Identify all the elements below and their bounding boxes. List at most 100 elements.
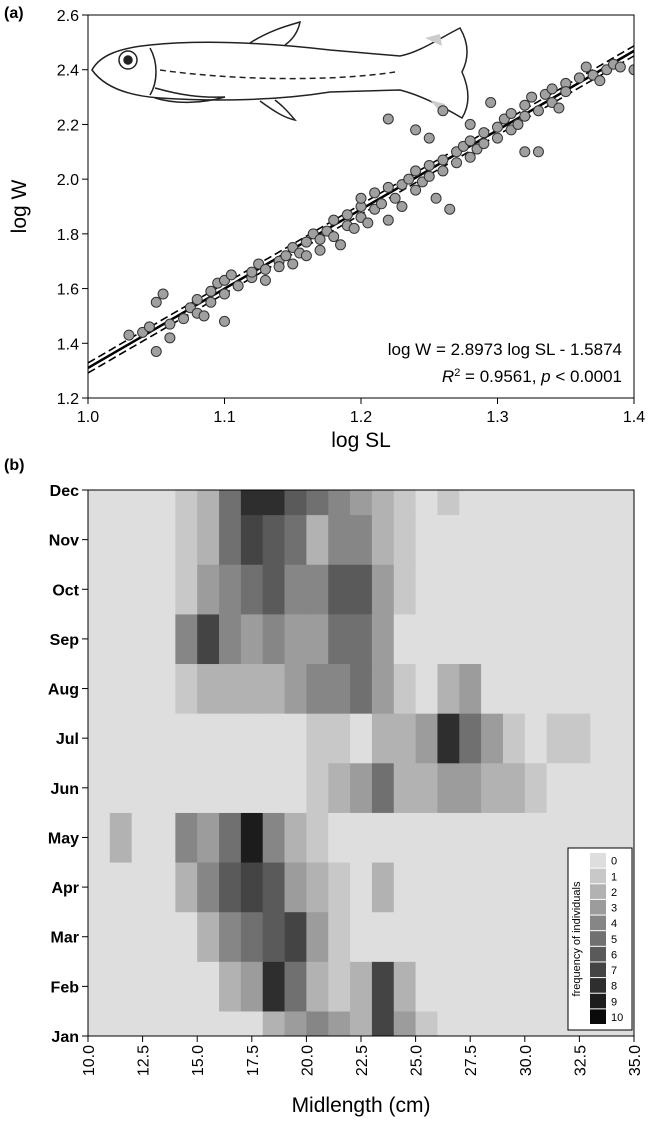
heat-cell — [393, 713, 416, 764]
x-tick-label: 35.0 — [627, 1045, 644, 1076]
heat-cell — [284, 564, 307, 615]
heat-cell — [197, 961, 220, 1012]
x-tick-label: 1.1 — [213, 409, 235, 426]
heat-cell — [262, 614, 285, 665]
heat-cell — [328, 514, 351, 565]
data-point — [287, 258, 299, 270]
heat-cell — [437, 961, 460, 1012]
y-axis-title: log W — [8, 179, 31, 233]
heat-cell — [88, 564, 111, 615]
heat-cell — [350, 961, 373, 1012]
heat-cell — [459, 1011, 482, 1036]
heat-cell — [371, 812, 395, 863]
data-point — [389, 192, 401, 204]
data-point — [157, 288, 169, 300]
heat-cell — [524, 663, 547, 714]
heat-cell — [546, 862, 569, 913]
heat-cell — [481, 862, 504, 913]
heat-cell — [175, 862, 198, 913]
plot-area — [88, 45, 634, 374]
data-point — [246, 266, 258, 278]
heat-cell — [350, 713, 373, 764]
heat-cell — [131, 812, 154, 863]
heat-cell — [109, 763, 132, 813]
heat-cell — [459, 911, 482, 962]
heat-cell — [371, 614, 395, 665]
heat-cell — [524, 514, 547, 565]
legend-swatch — [590, 868, 606, 884]
data-point — [382, 113, 394, 125]
heat-cell — [284, 862, 307, 913]
heat-cell — [612, 614, 634, 665]
heat-cell — [415, 490, 438, 516]
heat-cell — [262, 911, 285, 962]
heat-cell — [524, 911, 547, 962]
heat-cell — [612, 564, 634, 615]
data-point — [492, 132, 503, 144]
data-point — [444, 203, 456, 215]
heat-cell — [328, 490, 351, 516]
heat-cell — [415, 663, 438, 714]
heat-cell — [546, 490, 569, 516]
data-point — [362, 217, 374, 229]
x-tick-label: 1.4 — [623, 409, 645, 426]
heat-cell — [415, 1011, 438, 1036]
heat-cell — [459, 564, 482, 615]
heat-cell — [481, 763, 504, 813]
data-point — [505, 107, 517, 119]
x-tick-label: 22.5 — [354, 1045, 371, 1076]
legend-swatch — [590, 853, 606, 868]
heat-cell — [262, 763, 285, 813]
heat-cell — [306, 1011, 329, 1036]
heat-cell — [546, 1011, 569, 1036]
heat-cell — [459, 614, 482, 665]
heat-cell — [481, 961, 504, 1012]
data-point — [451, 157, 463, 169]
heat-cell — [393, 812, 416, 863]
heat-cell — [197, 564, 220, 615]
heat-cell — [415, 862, 438, 913]
heat-cell — [88, 961, 111, 1012]
data-point — [464, 118, 476, 130]
heat-cell — [109, 862, 132, 913]
heat-cell — [131, 564, 154, 615]
data-point — [573, 72, 585, 84]
legend-swatch — [590, 946, 606, 962]
y-tick-label: Jun — [51, 781, 79, 798]
heat-cell — [612, 514, 634, 565]
data-point — [382, 181, 394, 193]
data-point — [150, 296, 162, 308]
heat-cell — [306, 514, 329, 565]
heat-cell — [284, 812, 307, 863]
data-point — [492, 121, 503, 133]
heat-cell — [546, 763, 569, 813]
heat-cell — [306, 490, 329, 516]
heat-cell — [262, 663, 285, 714]
heat-cell — [240, 1011, 264, 1036]
data-point — [526, 91, 538, 103]
heat-cell — [350, 514, 373, 565]
heat-cell — [481, 564, 504, 615]
heat-cell — [415, 514, 438, 565]
heat-cell — [590, 614, 613, 665]
y-tick-label: 2.2 — [57, 117, 79, 134]
heat-cell — [175, 663, 198, 714]
heat-cell — [371, 1011, 395, 1036]
heat-cell — [502, 862, 526, 913]
heat-cell — [524, 862, 547, 913]
heat-cell — [459, 514, 482, 565]
heat-cell — [131, 961, 154, 1012]
heat-cell — [240, 514, 264, 565]
heat-cell — [131, 1011, 154, 1036]
heat-cell — [459, 763, 482, 813]
heat-cell — [109, 614, 132, 665]
heat-cell — [350, 564, 373, 615]
heat-cell — [415, 763, 438, 813]
heat-cell — [262, 713, 285, 764]
data-point — [259, 263, 271, 275]
data-point — [232, 280, 244, 292]
heat-cell — [437, 663, 460, 714]
heat-cell — [175, 763, 198, 813]
heat-cell — [415, 961, 438, 1012]
